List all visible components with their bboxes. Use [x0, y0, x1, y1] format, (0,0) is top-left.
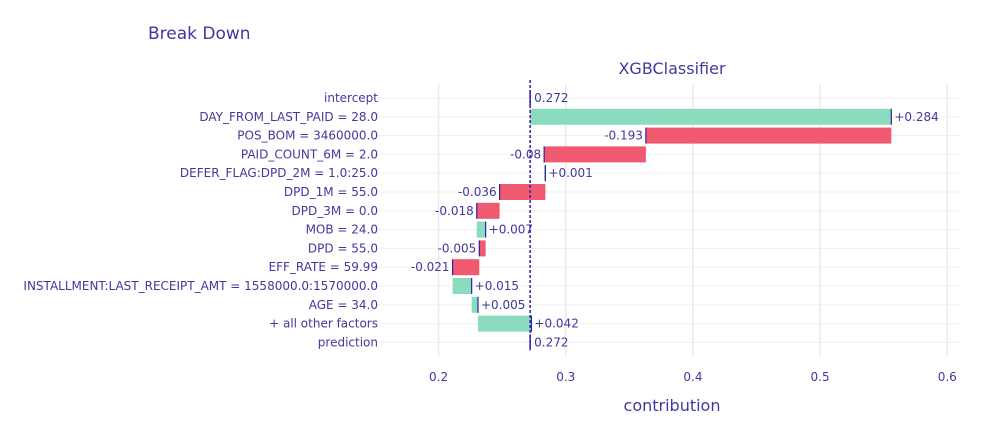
contribution-bar	[544, 165, 546, 182]
contribution-bar	[478, 315, 532, 332]
data-label: -0.021	[411, 260, 450, 274]
data-label: +0.042	[534, 317, 578, 331]
row-label: prediction	[318, 335, 378, 349]
contribution-bar	[530, 108, 892, 125]
x-tick-label: 0.3	[556, 370, 575, 384]
x-axis-ticks: 0.2 0.3 0.4 0.5 0.6	[429, 370, 957, 384]
grid	[375, 84, 960, 357]
row-label: intercept	[324, 91, 378, 105]
data-label: +0.007	[489, 223, 533, 237]
row-label: INSTALLMENT:LAST_RECEIPT_AMT = 1558000.0…	[23, 279, 378, 293]
data-label: -0.005	[438, 241, 477, 255]
data-label: +0.001	[548, 166, 592, 180]
data-label: -0.036	[458, 185, 497, 199]
x-tick-label: 0.6	[938, 370, 957, 384]
contribution-bar	[476, 221, 486, 238]
row-labels: intercept DAY_FROM_LAST_PAID = 28.0 POS_BO…	[23, 91, 378, 349]
data-label: -0.018	[435, 204, 474, 218]
row-label: POS_BOM = 3460000.0	[237, 129, 378, 143]
data-label: 0.272	[534, 91, 568, 105]
contribution-bar	[471, 296, 479, 313]
contribution-bar	[645, 127, 892, 144]
contribution-bar	[452, 259, 480, 276]
model-name: XGBClassifier	[618, 59, 726, 78]
contribution-bar	[452, 278, 472, 294]
data-label: 0.272	[534, 335, 568, 349]
row-label: MOB = 24.0	[306, 223, 378, 237]
row-label: DPD = 55.0	[308, 241, 378, 255]
row-label: AGE = 34.0	[309, 298, 378, 312]
row-label: DEFER_FLAG:DPD_2M = 1.0:25.0	[180, 166, 378, 180]
data-label: -0.08	[510, 147, 541, 161]
row-label: + all other factors	[269, 317, 378, 331]
x-tick-label: 0.2	[429, 370, 448, 384]
row-label: DAY_FROM_LAST_PAID = 28.0	[199, 110, 378, 124]
x-axis-title: contribution	[624, 396, 721, 415]
data-label: +0.284	[894, 110, 938, 124]
contribution-bar	[544, 146, 646, 163]
contribution-bar	[479, 240, 486, 257]
x-tick-label: 0.5	[811, 370, 830, 384]
row-label: DPD_1M = 55.0	[284, 185, 378, 199]
contribution-bar	[499, 184, 546, 200]
data-label: -0.193	[604, 129, 643, 143]
row-label: EFF_RATE = 59.99	[269, 260, 378, 274]
chart-title: Break Down	[148, 24, 251, 44]
row-label: PAID_COUNT_6M = 2.0	[241, 147, 378, 161]
data-label: +0.015	[475, 279, 519, 293]
bars: 0.272 +0.284 -0.193 -0.08 +0.001 -0.036 -0.018…	[411, 80, 939, 351]
x-tick-label: 0.4	[683, 370, 702, 384]
data-label: +0.005	[481, 298, 525, 312]
row-label: DPD_3M = 0.0	[292, 204, 378, 218]
contribution-bar	[476, 202, 500, 219]
